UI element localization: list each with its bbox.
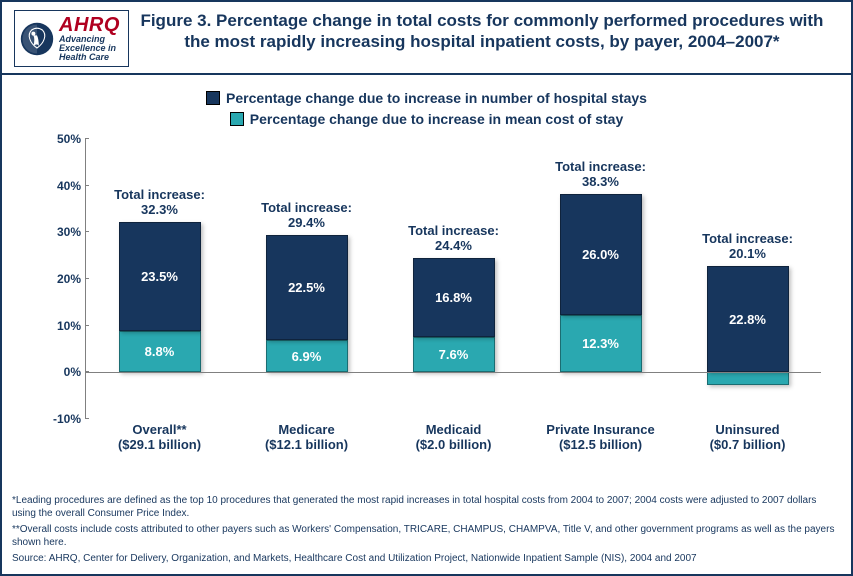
- header-band: AHRQ Advancing Excellence in Health Care…: [2, 2, 851, 75]
- footnote-2: **Overall costs include costs attributed…: [12, 523, 841, 549]
- figure-frame: AHRQ Advancing Excellence in Health Care…: [0, 0, 853, 576]
- x-axis-label: Medicare($12.1 billion): [233, 423, 380, 453]
- bar-slot: -2.7%22.8%Total increase:20.1%: [674, 139, 821, 419]
- bar-total-label: Total increase:38.3%: [555, 160, 646, 190]
- bar-total-label: Total increase:32.3%: [114, 188, 205, 218]
- bar-segment-stays: 23.5%: [119, 222, 201, 332]
- ahrq-wordmark: AHRQ Advancing Excellence in Health Care: [59, 15, 120, 62]
- legend-label-bottom: Percentage change due to increase in mea…: [250, 111, 623, 127]
- bar-stack: 7.6%16.8%: [413, 139, 495, 419]
- x-axis-label: Private Insurance($12.5 billion): [527, 423, 674, 453]
- bar-total-label: Total increase:20.1%: [702, 232, 793, 262]
- chart-region: Percentage change due to increase in num…: [2, 75, 851, 453]
- legend-swatch-top: [206, 91, 220, 105]
- bar-total-label: Total increase:24.4%: [408, 224, 499, 254]
- bar-segment-stays: 22.8%: [707, 266, 789, 372]
- legend-item-top: Percentage change due to increase in num…: [206, 90, 647, 106]
- plot-wrapper: -10%0%10%20%30%40%50% 8.8%23.5%Total inc…: [42, 139, 821, 419]
- bar-slot: 6.9%22.5%Total increase:29.4%: [233, 139, 380, 419]
- y-tick-label: 40%: [57, 179, 81, 193]
- bar-stack: 6.9%22.5%: [266, 139, 348, 419]
- zero-line: [86, 372, 821, 373]
- bar-stack: 22.8%: [707, 139, 789, 419]
- plot-area: 8.8%23.5%Total increase:32.3%6.9%22.5%To…: [86, 139, 821, 419]
- y-axis: -10%0%10%20%30%40%50%: [42, 139, 86, 419]
- legend: Percentage change due to increase in num…: [22, 89, 831, 131]
- x-axis-label: Medicaid($2.0 billion): [380, 423, 527, 453]
- footnote-1: *Leading procedures are defined as the t…: [12, 494, 841, 520]
- x-axis-label: Overall**($29.1 billion): [86, 423, 233, 453]
- bar-segment-mean-cost: 12.3%: [560, 315, 642, 372]
- y-tick-label: 10%: [57, 319, 81, 333]
- y-tick-label: 50%: [57, 132, 81, 146]
- hhs-seal-icon: [19, 21, 55, 57]
- ahrq-tagline-3: Health Care: [59, 53, 120, 62]
- y-tick-label: -10%: [53, 412, 81, 426]
- footnote-3: Source: AHRQ, Center for Delivery, Organ…: [12, 552, 841, 565]
- bar-total-label: Total increase:29.4%: [261, 201, 352, 231]
- legend-item-bottom: Percentage change due to increase in mea…: [230, 111, 623, 127]
- bars-container: 8.8%23.5%Total increase:32.3%6.9%22.5%To…: [86, 139, 821, 419]
- legend-swatch-bottom: [230, 112, 244, 126]
- bar-slot: 7.6%16.8%Total increase:24.4%: [380, 139, 527, 419]
- bar-segment-stays: 26.0%: [560, 194, 642, 315]
- y-tick-label: 20%: [57, 272, 81, 286]
- bar-segment-stays: 16.8%: [413, 258, 495, 336]
- bar-segment-mean-cost: 8.8%: [119, 331, 201, 372]
- bar-slot: 12.3%26.0% Total increase:38.3%: [527, 139, 674, 419]
- bar-segment-mean-cost: [707, 372, 789, 385]
- ahrq-acronym: AHRQ: [59, 15, 120, 35]
- figure-title: Figure 3. Percentage change in total cos…: [129, 10, 835, 53]
- bar-segment-stays: 22.5%: [266, 235, 348, 340]
- y-tick-label: 30%: [57, 225, 81, 239]
- x-axis: Overall**($29.1 billion)Medicare($12.1 b…: [86, 423, 821, 453]
- bar-slot: 8.8%23.5%Total increase:32.3%: [86, 139, 233, 419]
- y-tick-label: 0%: [64, 365, 81, 379]
- footnotes: *Leading procedures are defined as the t…: [12, 494, 841, 568]
- bar-segment-mean-cost: 6.9%: [266, 340, 348, 372]
- legend-label-top: Percentage change due to increase in num…: [226, 90, 647, 106]
- ahrq-logo-block: AHRQ Advancing Excellence in Health Care: [14, 10, 129, 67]
- x-axis-label: Uninsured($0.7 billion): [674, 423, 821, 453]
- bar-segment-mean-cost: 7.6%: [413, 337, 495, 372]
- bar-stack: 8.8%23.5%: [119, 139, 201, 419]
